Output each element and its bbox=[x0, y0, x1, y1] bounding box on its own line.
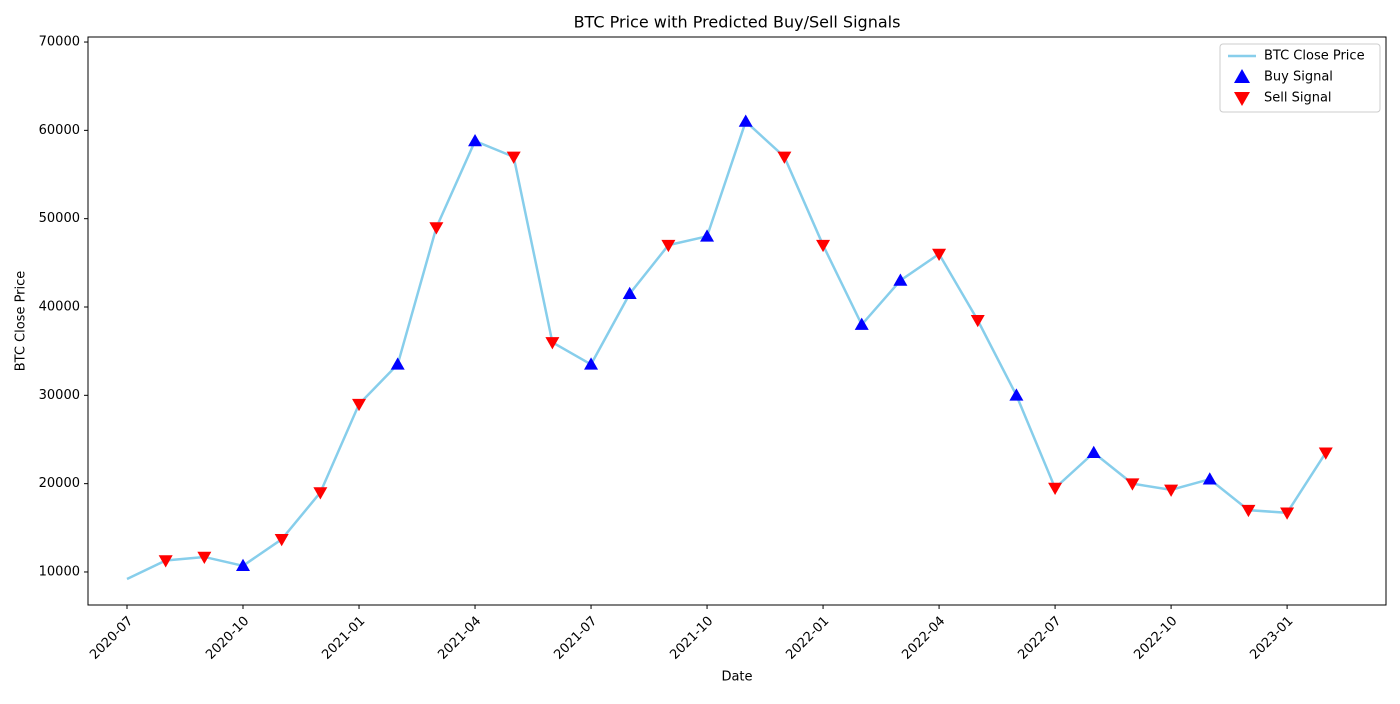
sell-signal bbox=[313, 487, 328, 500]
sell-signal bbox=[158, 555, 173, 568]
y-axis-label: BTC Close Price bbox=[14, 271, 29, 372]
y-tick-label: 30000 bbox=[39, 388, 80, 403]
sell-signal bbox=[816, 239, 831, 253]
y-tick-label: 70000 bbox=[39, 35, 80, 50]
y-tick-label: 40000 bbox=[39, 300, 80, 315]
buy-signal bbox=[893, 273, 908, 286]
x-tick-label: 2022-07 bbox=[1015, 614, 1064, 663]
legend-marker bbox=[1234, 92, 1250, 106]
x-tick-label: 2022-01 bbox=[783, 614, 832, 663]
sell-signal bbox=[197, 551, 212, 564]
sell-signal bbox=[932, 248, 947, 262]
buy-signal bbox=[584, 357, 599, 370]
sell-signal bbox=[274, 534, 289, 547]
buy-signal bbox=[390, 357, 405, 370]
sell-signal bbox=[1048, 482, 1063, 496]
x-tick-label: 2023-01 bbox=[1247, 614, 1296, 663]
x-tick-label: 2021-01 bbox=[319, 614, 368, 663]
buy-signal bbox=[622, 286, 637, 300]
x-tick-label: 2021-10 bbox=[667, 614, 716, 663]
buy-signal bbox=[1202, 472, 1217, 485]
x-axis-label: Date bbox=[721, 670, 752, 685]
y-tick-label: 50000 bbox=[39, 211, 80, 226]
x-tick-label: 2022-04 bbox=[899, 614, 948, 663]
legend-marker bbox=[1234, 69, 1250, 83]
sell-signal bbox=[777, 151, 792, 164]
x-tick-label: 2021-07 bbox=[551, 614, 600, 663]
y-tick-label: 20000 bbox=[39, 476, 80, 491]
buy-signal bbox=[468, 133, 483, 147]
y-tick-label: 10000 bbox=[39, 564, 80, 579]
sell-signal bbox=[545, 337, 560, 350]
sell-signal bbox=[1280, 507, 1295, 520]
chart-title: BTC Price with Predicted Buy/Sell Signal… bbox=[574, 13, 901, 32]
buy-signal bbox=[1086, 445, 1101, 458]
legend-label: Buy Signal bbox=[1264, 70, 1333, 85]
sell-signal bbox=[1125, 478, 1140, 491]
plot-frame bbox=[87, 36, 1387, 606]
sell-signal bbox=[1241, 504, 1256, 518]
sell-signal bbox=[970, 314, 985, 328]
x-tick-label: 2021-04 bbox=[435, 614, 484, 663]
x-tick-label: 2022-10 bbox=[1131, 614, 1180, 663]
sell-signal bbox=[506, 151, 521, 164]
buy-signal bbox=[1009, 388, 1024, 401]
price-line bbox=[126, 119, 1327, 581]
buy-signal bbox=[236, 558, 251, 572]
sell-signal bbox=[1164, 484, 1179, 497]
sell-signal bbox=[1318, 447, 1333, 460]
x-tick-label: 2020-07 bbox=[87, 614, 136, 663]
legend-label: BTC Close Price bbox=[1264, 49, 1365, 64]
y-tick-label: 60000 bbox=[39, 123, 80, 138]
legend-label: Sell Signal bbox=[1264, 91, 1332, 106]
buy-signal bbox=[854, 317, 869, 330]
sell-signal bbox=[661, 239, 676, 253]
sell-signal bbox=[352, 398, 367, 412]
buy-signal bbox=[700, 229, 715, 242]
plot-area bbox=[126, 114, 1333, 581]
buy-signal bbox=[738, 114, 753, 127]
legend: BTC Close Price Buy Signal Sell Signal bbox=[1219, 43, 1381, 113]
sell-signal bbox=[429, 222, 444, 235]
legend-box bbox=[1219, 43, 1381, 113]
x-tick-label: 2020-10 bbox=[203, 614, 252, 663]
